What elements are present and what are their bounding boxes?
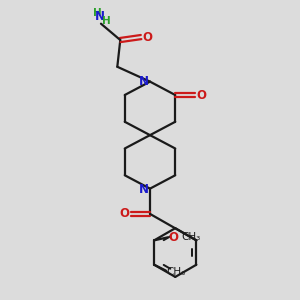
Text: O: O — [168, 231, 178, 244]
Text: H: H — [93, 8, 102, 18]
Text: H: H — [102, 16, 111, 26]
Text: CH₃: CH₃ — [167, 267, 186, 277]
Text: O: O — [196, 88, 206, 101]
Text: O: O — [119, 207, 129, 220]
Text: O: O — [142, 31, 153, 44]
Text: N: N — [139, 183, 148, 196]
Text: N: N — [139, 74, 148, 88]
Text: N: N — [94, 10, 104, 23]
Text: CH₃: CH₃ — [182, 232, 201, 242]
